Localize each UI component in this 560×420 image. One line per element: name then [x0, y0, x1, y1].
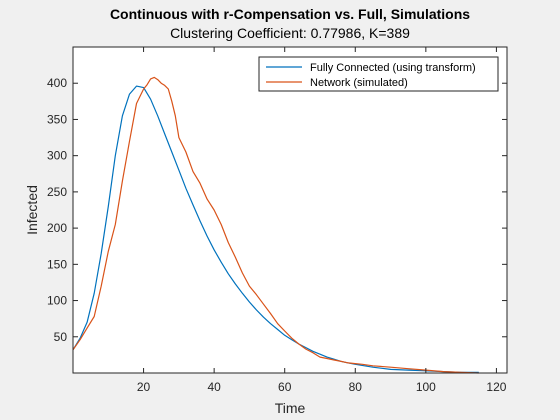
series-line-1: [72, 76, 479, 374]
y-tick-label: 100: [47, 294, 67, 308]
y-axis-label: Infected: [24, 185, 40, 235]
legend-box: [258, 56, 499, 92]
y-axis-ticks: 50 100 150 200 250 300 350 400: [47, 76, 507, 344]
chart-subtitle: Clustering Coefficient: 0.77986, K=389: [170, 25, 410, 41]
x-tick-label: 80: [349, 380, 363, 394]
x-tick-label: 20: [137, 380, 151, 394]
x-tick-label: 40: [207, 380, 221, 394]
x-axis-label: Time: [275, 400, 306, 416]
y-tick-label: 50: [54, 330, 68, 344]
plot-area: [73, 47, 507, 373]
legend-label-fully-connected: Fully Connected (using transform): [310, 62, 476, 74]
y-tick-label: 200: [47, 221, 67, 235]
y-tick-label: 250: [47, 185, 67, 199]
y-tick-label: 150: [47, 257, 67, 271]
series-layer: [72, 76, 479, 374]
axes-box: [72, 46, 508, 374]
x-tick-label: 100: [416, 380, 436, 394]
y-tick-label: 300: [47, 149, 67, 163]
legend: Fully Connected (using transform) Networ…: [258, 56, 499, 92]
x-tick-label: 60: [278, 380, 292, 394]
x-tick-label: 120: [486, 380, 506, 394]
x-axis-ticks: 20 40 60 80 100 120: [137, 47, 507, 394]
y-tick-label: 400: [47, 76, 67, 90]
y-tick-label: 350: [47, 112, 67, 126]
chart-title: Continuous with r-Compensation vs. Full,…: [110, 6, 470, 22]
legend-label-network: Network (simulated): [310, 77, 408, 89]
